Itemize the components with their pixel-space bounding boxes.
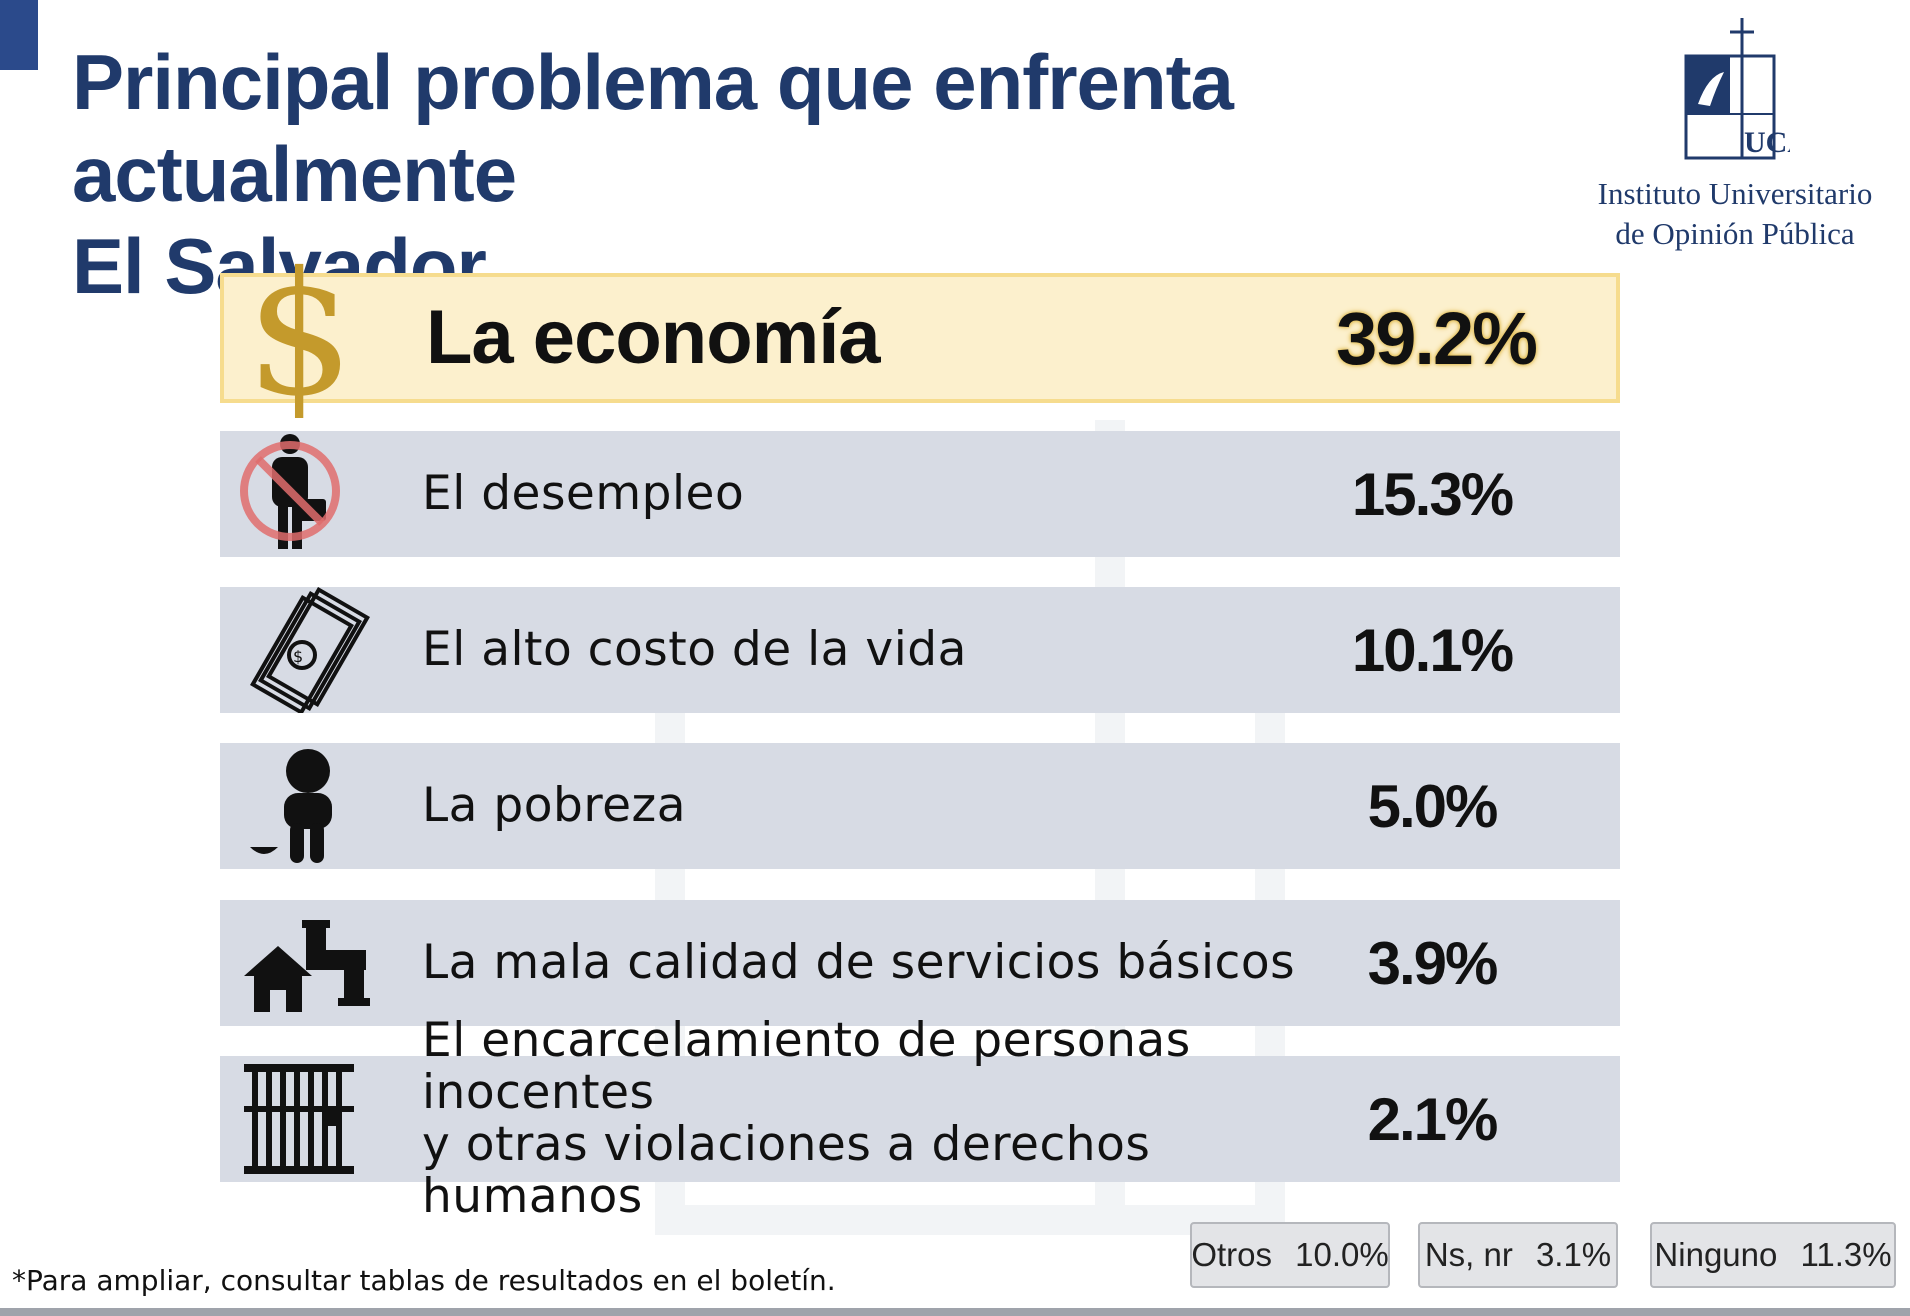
problem-row: El encarcelamiento de personas inocentes… [220,1015,1620,1223]
other-responses-label: Otros [1191,1236,1273,1273]
logo-text-line-2: de Opinión Pública [1615,216,1855,251]
problem-value: 10.1% [1351,616,1514,684]
corner-accent-bar [0,0,38,70]
problem-label-line: La economía [426,295,881,380]
logo-text: Instituto Universitario de Opinión Públi… [1590,174,1880,254]
problem-value: 2.1% [1367,1085,1499,1153]
dont-know-chip: Ns, nr 3.1% [1418,1222,1618,1288]
svg-text:$: $ [293,647,303,666]
problem-label: El alto costo de la vida [422,587,1322,713]
footnote: *Para ampliar, consultar tablas de resul… [12,1264,836,1297]
problem-label: La mala calidad de servicios básicos [422,900,1322,1026]
problem-label-line: El encarcelamiento de personas inocentes [422,1013,1191,1120]
problem-value: 39.2% [1336,296,1538,380]
page-title: Principal problema que enfrenta actualme… [72,36,1572,312]
problem-row: La mala calidad de servicios básicos 3.9% [220,900,1620,1026]
uca-logo-icon: UCA [1684,18,1790,160]
dont-know-label: Ns, nr [1424,1236,1513,1273]
problem-label-line: La pobreza [422,778,687,833]
page-title-line-1: Principal problema que enfrenta actualme… [72,38,1234,218]
money-bills-icon: $ [240,587,390,713]
problem-label-line: El alto costo de la vida [422,622,967,677]
dont-know-value: 3.1% [1535,1236,1612,1273]
problem-label-line: y otras violaciones a derechos humanos [422,1117,1151,1224]
none-chip: Ninguno 11.3% [1650,1222,1896,1288]
problem-row: La pobreza 5.0% [220,743,1620,869]
problem-label-line: El desempleo [422,466,745,521]
house-pipe-icon [240,900,390,1026]
problem-label: El desempleo [422,431,1322,557]
none-value: 11.3% [1800,1236,1892,1273]
problem-value: 3.9% [1367,929,1499,997]
dollar-sign-icon: $ [244,243,394,419]
logo-text-line-1: Instituto Universitario [1597,176,1873,211]
none-label: Ninguno [1654,1236,1778,1273]
unemployed-person-icon [240,431,390,557]
problem-label: La economía [426,277,1326,399]
problem-label-line: La mala calidad de servicios básicos [422,935,1296,990]
other-responses-chip: Otros 10.0% [1190,1222,1390,1288]
poverty-person-icon [240,743,390,869]
problem-value: 5.0% [1367,772,1499,840]
problem-label: El encarcelamiento de personas inocentes… [422,1015,1322,1223]
problem-row: $ La economía 39.2% [220,243,1620,419]
problem-row: $ El alto costo de la vida 10.1% [220,587,1620,713]
svg-text:$: $ [246,243,354,419]
problem-row: El desempleo 15.3% [220,431,1620,557]
jail-bars-icon [240,1056,390,1182]
problem-value: 15.3% [1351,460,1514,528]
bottom-rule [0,1308,1910,1316]
logo-wordmark: UCA [1744,126,1790,159]
other-responses-value: 10.0% [1295,1236,1389,1273]
problem-label: La pobreza [422,743,1322,869]
institute-logo: UCA Instituto Universitario de Opinión P… [1590,16,1880,251]
